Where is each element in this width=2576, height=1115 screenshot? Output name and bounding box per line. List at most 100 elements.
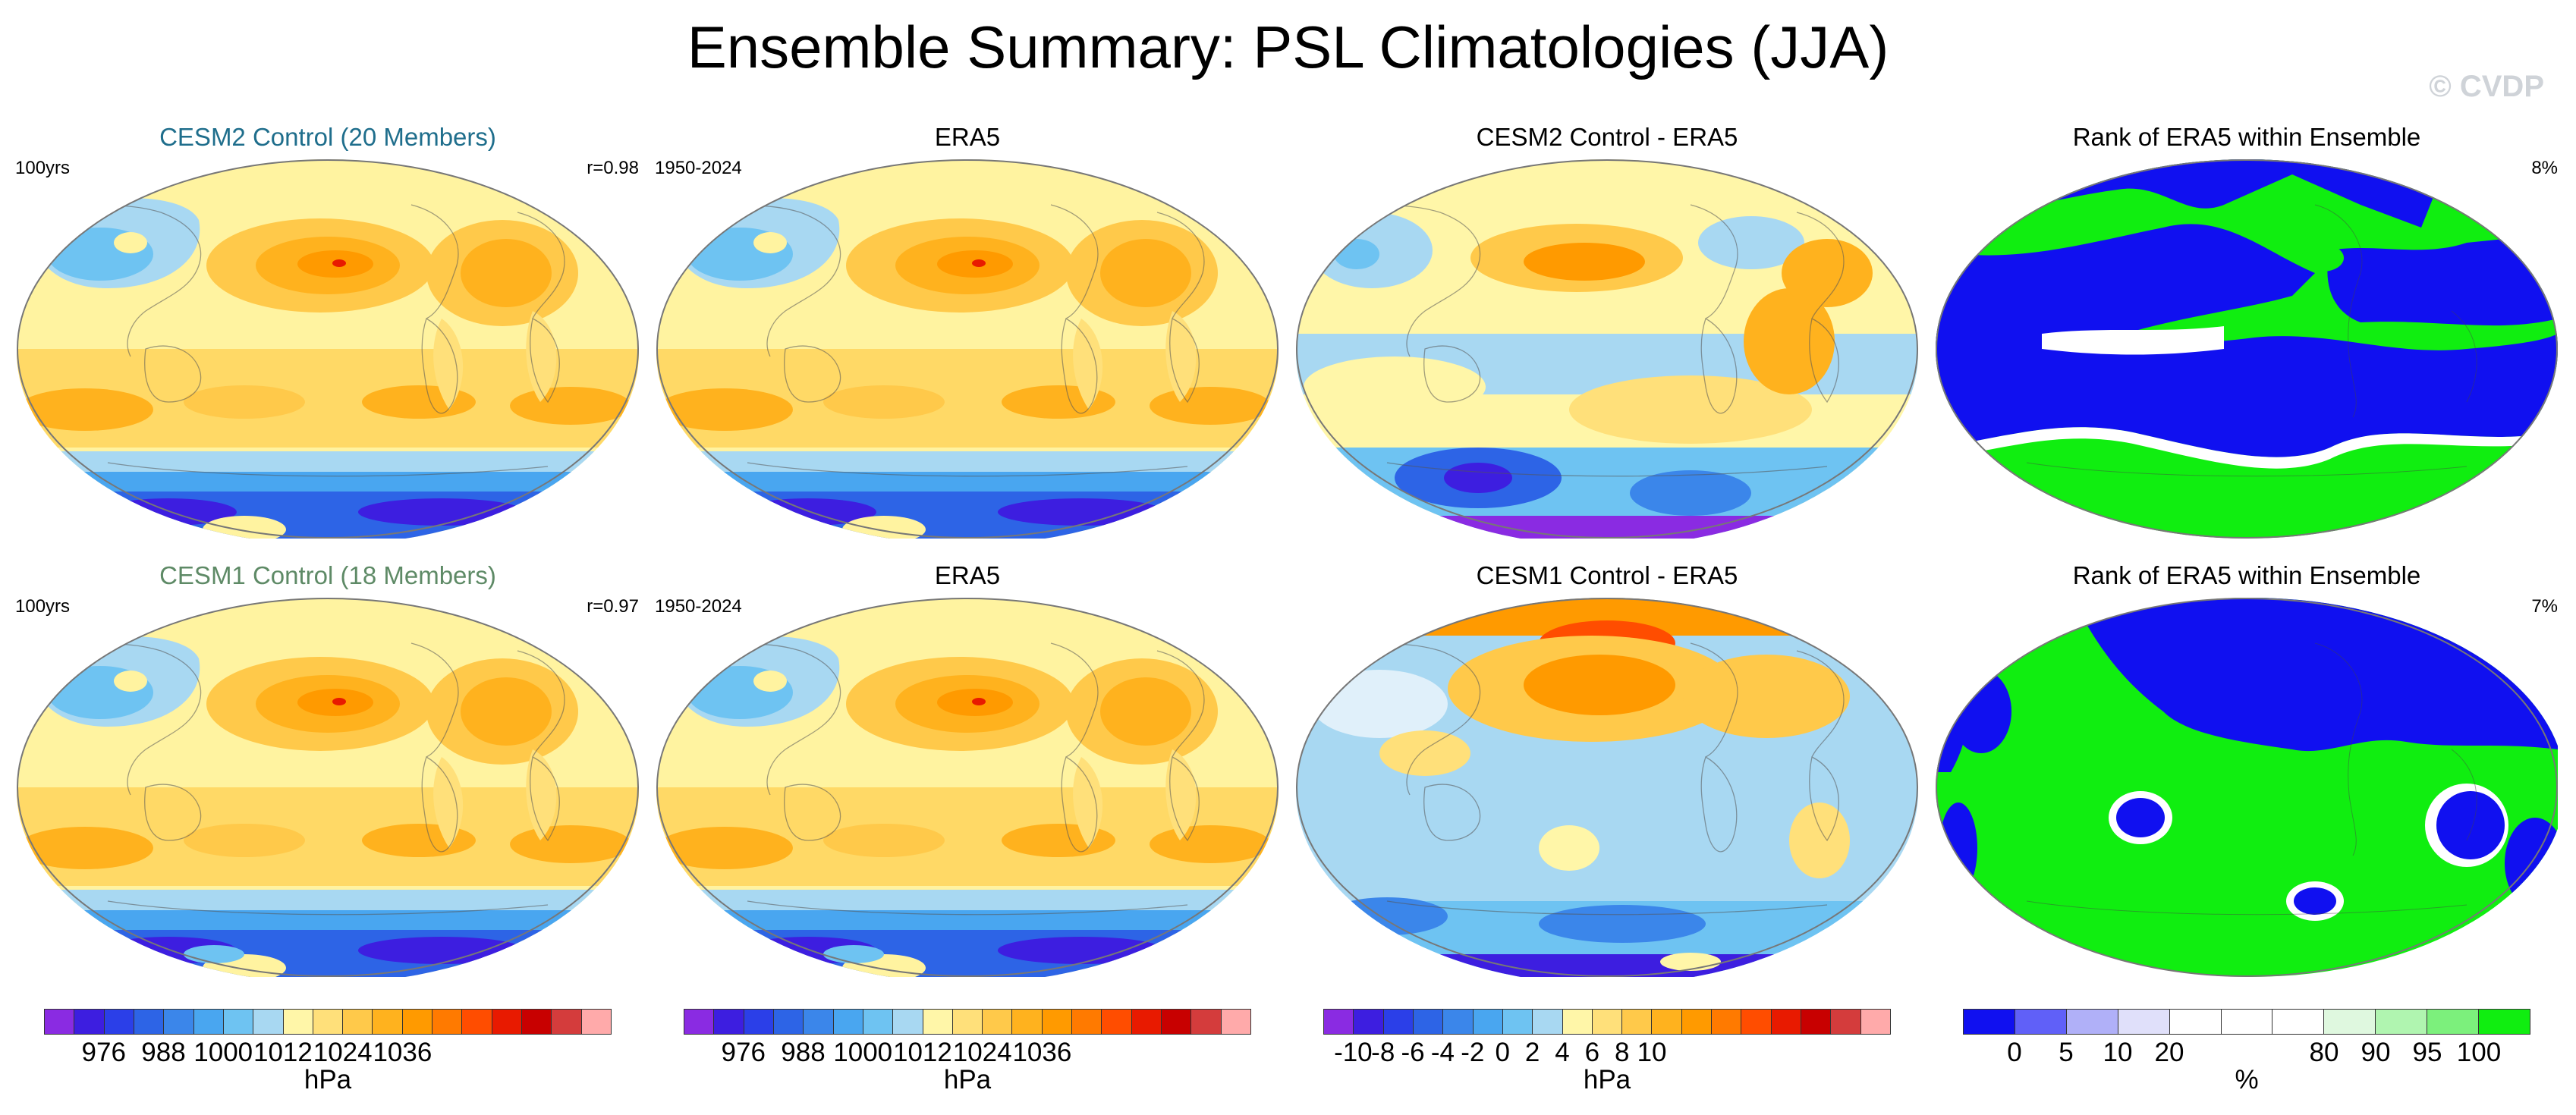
colorbar-swatch — [1801, 1010, 1831, 1034]
colorbar-swatch — [2323, 1010, 2376, 1034]
colorbar-swatch — [1741, 1010, 1771, 1034]
colorbar-tick-label: 95 — [2412, 1038, 2442, 1067]
colorbar-tick-label: -4 — [1430, 1038, 1455, 1067]
colorbar-tick-label: 10 — [1637, 1038, 1667, 1067]
colorbar-swatch — [2065, 1010, 2118, 1034]
colorbar-swatch — [1860, 1010, 1890, 1034]
colorbar-tick-label: 1012 — [253, 1038, 313, 1067]
panel-stat-label: 8% — [2531, 158, 2558, 178]
colorbar-swatch — [74, 1010, 104, 1034]
colorbar-swatch — [551, 1010, 581, 1034]
map-panel-diff — [1296, 598, 1918, 981]
map-outline — [1296, 598, 1918, 977]
colorbar-swatch — [2220, 1010, 2272, 1034]
colorbar-swatch — [862, 1010, 893, 1034]
colorbar-swatch — [1681, 1010, 1712, 1034]
panel-stat-label: r=0.98 — [587, 158, 639, 178]
colorbar-tick-label: 1024 — [313, 1038, 373, 1067]
colorbar-swatch — [1161, 1010, 1191, 1034]
map-outline — [1296, 159, 1918, 539]
colorbar-tick-label: 6 — [1584, 1038, 1600, 1067]
colorbar-swatch — [1502, 1010, 1533, 1034]
colorbar-swatch — [580, 1010, 611, 1034]
colorbar-swatch — [713, 1010, 744, 1034]
colorbar — [44, 1009, 612, 1035]
panel-period-label: 100yrs — [15, 596, 71, 617]
colorbar-swatch — [1562, 1010, 1592, 1034]
colorbar-swatch — [2375, 1010, 2427, 1034]
coastline-overlay — [1326, 204, 1845, 477]
panel-stat-label: 7% — [2531, 596, 2558, 617]
colorbar-swatch — [1711, 1010, 1741, 1034]
colorbar-swatch — [193, 1010, 223, 1034]
colorbar-swatch — [743, 1010, 773, 1034]
colorbar-tick-label: 100 — [2456, 1038, 2502, 1067]
colorbar-swatch — [1041, 1010, 1072, 1034]
panel-title: CESM1 Control - ERA5 — [1476, 561, 1738, 589]
colorbar-swatch — [1770, 1010, 1801, 1034]
panel-period-label: 100yrs — [15, 158, 71, 178]
map-outline — [656, 598, 1279, 977]
colorbar-swatch — [1830, 1010, 1860, 1034]
colorbar-units: hPa — [943, 1065, 992, 1095]
colorbar-swatch — [2014, 1010, 2066, 1034]
colorbar-tick-label: 5 — [2059, 1038, 2074, 1067]
colorbar-swatch — [803, 1010, 833, 1034]
colorbar-swatch — [372, 1010, 402, 1034]
colorbar-tick-label: 2 — [1524, 1038, 1540, 1067]
colorbar-swatch — [432, 1010, 462, 1034]
map-outline — [1936, 159, 2558, 539]
colorbar-swatch — [772, 1010, 804, 1034]
map-panel-psl — [17, 598, 639, 981]
colorbar-tick-label: 976 — [81, 1038, 126, 1067]
colorbar-tick-label: 1000 — [193, 1038, 253, 1067]
map-outline — [17, 159, 639, 539]
panel-title: Rank of ERA5 within Ensemble — [2072, 123, 2421, 151]
map-panel-psl — [656, 598, 1279, 981]
colorbar-swatch — [2478, 1010, 2530, 1034]
colorbar-swatch — [1621, 1010, 1652, 1034]
colorbar-swatch — [461, 1010, 492, 1034]
cvdp-watermark: © CVDP — [2429, 70, 2544, 103]
colorbar-units: % — [2235, 1065, 2259, 1095]
colorbar-swatch — [491, 1010, 521, 1034]
panel-title: CESM2 Control - ERA5 — [1476, 123, 1738, 151]
colorbar-swatch — [2117, 1010, 2169, 1034]
colorbar-swatch — [982, 1010, 1012, 1034]
colorbar-tick-label: 0 — [1495, 1038, 1510, 1067]
colorbar-units: hPa — [1583, 1065, 1631, 1095]
colorbar-swatch — [832, 1010, 863, 1034]
colorbar-swatch — [282, 1010, 313, 1034]
colorbar-swatch — [521, 1010, 552, 1034]
colorbar-swatch — [1651, 1010, 1681, 1034]
colorbar-tick-label: 4 — [1555, 1038, 1570, 1067]
colorbar-swatch — [1591, 1010, 1622, 1034]
map-panel-diff — [1296, 159, 1918, 542]
panel-period-label: 1950-2024 — [655, 596, 742, 617]
map-outline — [1936, 598, 2558, 977]
colorbar-swatch — [401, 1010, 432, 1034]
colorbar-swatch — [222, 1010, 253, 1034]
colorbar-tick-label: 90 — [2361, 1038, 2391, 1067]
colorbar-swatch — [342, 1010, 373, 1034]
colorbar-tick-label: -2 — [1461, 1038, 1485, 1067]
colorbar-swatch — [2272, 1010, 2324, 1034]
colorbar-swatch — [1353, 1010, 1383, 1034]
colorbar-tick-label: -10 — [1334, 1038, 1373, 1067]
map-panel-psl — [17, 159, 639, 542]
coastline-overlay — [686, 642, 1205, 916]
colorbar-swatch — [1131, 1010, 1161, 1034]
panel-title: ERA5 — [934, 561, 1001, 589]
colorbar-swatch — [1442, 1010, 1473, 1034]
colorbar-tick-label: 10 — [2103, 1038, 2133, 1067]
panel-title: CESM1 Control (18 Members) — [159, 561, 496, 589]
panel-title: ERA5 — [934, 123, 1001, 151]
colorbar-swatch — [2169, 1010, 2221, 1034]
colorbar-tick-label: 976 — [721, 1038, 766, 1067]
colorbar-swatch — [892, 1010, 923, 1034]
colorbar-tick-label: 1036 — [1012, 1038, 1072, 1067]
map-panel-psl — [656, 159, 1279, 542]
map-panel-rank — [1936, 598, 2558, 981]
colorbar-tick-label: 1024 — [952, 1038, 1012, 1067]
colorbar-swatch — [1011, 1010, 1042, 1034]
